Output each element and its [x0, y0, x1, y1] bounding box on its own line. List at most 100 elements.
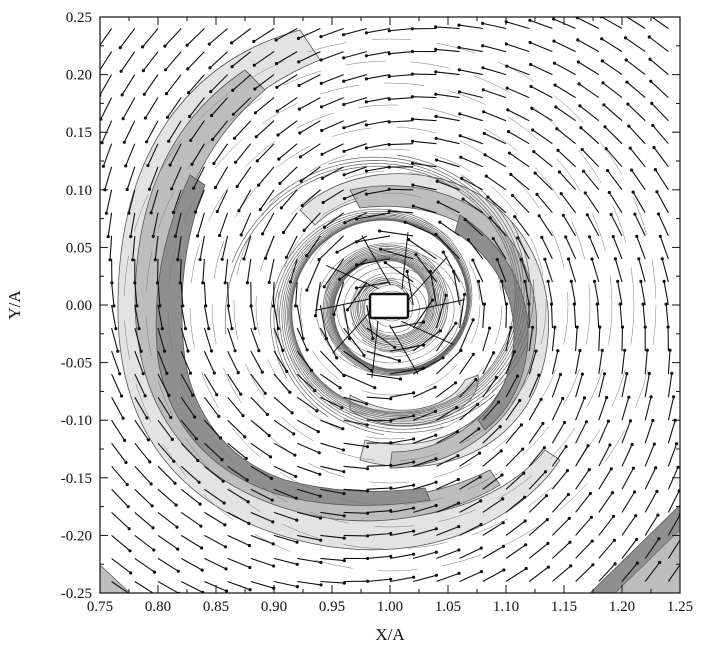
velocity-vector — [343, 373, 376, 389]
velocity-vector — [320, 580, 345, 584]
vector-head — [535, 192, 539, 196]
vector-head — [278, 181, 282, 185]
vector-head — [562, 420, 567, 425]
velocity-vector — [573, 304, 577, 329]
velocity-vector — [320, 396, 343, 409]
vector-head — [434, 47, 438, 52]
vector-head — [609, 467, 613, 471]
velocity-vector — [227, 488, 249, 503]
velocity-vector — [413, 574, 437, 583]
vector-head — [519, 257, 523, 261]
vector-head — [342, 79, 346, 83]
vector-head — [647, 35, 651, 39]
vector-head — [518, 398, 522, 403]
vector-head — [255, 159, 259, 163]
velocity-vector — [644, 396, 652, 421]
vector-head — [528, 18, 532, 22]
vector-head — [294, 474, 298, 479]
velocity-vector — [273, 327, 284, 351]
vector-head — [196, 458, 200, 463]
velocity-vector — [250, 442, 271, 458]
velocity-vector — [197, 212, 205, 237]
vector-head — [207, 327, 211, 331]
vector-head — [185, 43, 189, 47]
vector-head — [343, 221, 347, 225]
velocity-vector — [505, 448, 524, 467]
vector-head — [252, 39, 256, 44]
vector-head — [545, 518, 549, 522]
vector-head — [502, 568, 506, 572]
velocity-vector — [560, 193, 577, 214]
velocity-vector — [227, 442, 247, 459]
vector-head — [121, 117, 125, 121]
velocity-vector — [211, 97, 229, 116]
vector-head — [211, 137, 215, 141]
vector-head — [471, 258, 475, 262]
velocity-vector — [435, 71, 460, 76]
vector-head — [124, 164, 128, 168]
vector-head — [365, 445, 369, 449]
velocity-vector — [250, 419, 270, 437]
velocity-vector — [203, 396, 220, 417]
vector-head — [285, 369, 289, 373]
y-tick-label: 0.00 — [66, 298, 92, 314]
vector-head — [141, 372, 145, 376]
vector-head — [612, 538, 617, 542]
vector-head — [576, 38, 580, 42]
vector-head — [335, 250, 339, 254]
velocity-vector — [366, 350, 400, 362]
vector-head — [315, 409, 319, 413]
vector-head — [129, 571, 133, 575]
velocity-vector — [598, 327, 601, 352]
vector-head — [602, 372, 607, 376]
vector-head — [434, 25, 438, 29]
velocity-vector — [538, 215, 553, 237]
vector-head — [561, 213, 565, 217]
vector-head — [569, 279, 573, 283]
velocity-vector — [146, 120, 159, 143]
velocity-vector — [250, 511, 274, 523]
vector-head — [510, 193, 515, 198]
vector-head — [245, 281, 249, 285]
vector-head — [389, 509, 393, 513]
vector-head — [335, 356, 339, 360]
vector-head — [505, 64, 509, 68]
velocity-vector — [273, 511, 297, 521]
velocity-vector — [356, 258, 391, 266]
contour-ring-outer — [123, 38, 657, 572]
velocity-vector — [459, 452, 480, 467]
velocity-vector — [656, 191, 669, 214]
velocity-vector — [276, 74, 298, 88]
vector-head — [293, 453, 297, 457]
vector-head — [552, 17, 556, 21]
vector-head — [167, 393, 171, 398]
velocity-vector — [356, 281, 391, 289]
vector-head — [556, 349, 560, 353]
velocity-vector — [626, 81, 646, 99]
velocity-vector — [598, 539, 615, 559]
velocity-vector — [644, 538, 660, 559]
vector-head — [196, 234, 200, 238]
vector-head — [181, 304, 185, 308]
velocity-vector — [366, 419, 391, 422]
vector-head — [500, 279, 504, 283]
velocity-vector — [104, 166, 113, 190]
vector-head — [163, 349, 167, 353]
vector-head — [267, 280, 271, 284]
vector-head — [389, 554, 393, 558]
vector-head — [320, 128, 324, 133]
vector-head — [501, 521, 505, 525]
vector-head — [537, 214, 541, 218]
contour-ring-outer — [189, 104, 591, 506]
velocity-vector — [227, 281, 230, 306]
velocity-vector — [321, 74, 344, 84]
velocity-vector — [298, 74, 321, 86]
velocity-vector — [528, 423, 544, 444]
vector-head — [479, 499, 483, 503]
velocity-vector — [621, 444, 633, 467]
velocity-vector — [575, 540, 593, 559]
vector-head — [213, 185, 218, 190]
vector-head — [223, 281, 227, 285]
vector-head — [218, 436, 223, 440]
vector-head — [456, 501, 461, 505]
